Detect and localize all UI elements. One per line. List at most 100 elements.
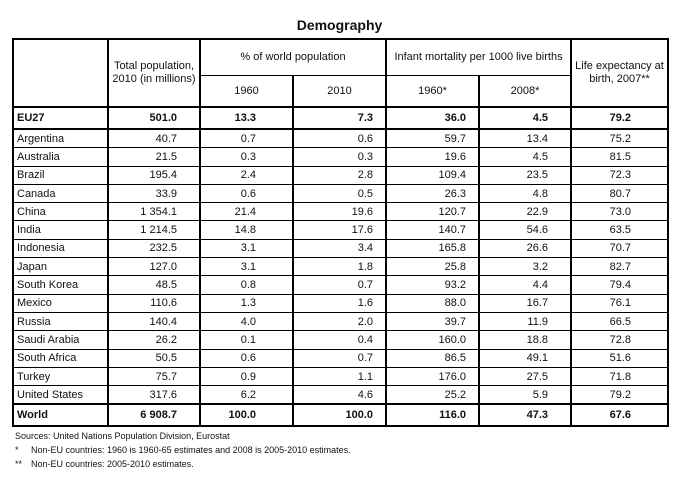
footer: Sources: United Nations Population Divis… [15, 429, 351, 471]
value-cell: 47.3 [477, 403, 573, 427]
value-cell: 54.6 [477, 220, 573, 240]
table-row: Russia 140.4 4.0 2.0 39.7 11.9 66.5 [12, 311, 670, 332]
header-total-population: Total population, 2010 (in millions) [107, 38, 201, 108]
value-cell: 26.6 [477, 238, 573, 259]
country-cell: Brazil [12, 165, 109, 185]
table-row: World 6 908.7 100.0 100.0 116.0 47.3 67.6 [12, 403, 670, 427]
value-cell: 1 214.5 [107, 220, 201, 240]
value-cell: 317.6 [107, 385, 201, 405]
value-cell: 21.4 [199, 202, 294, 222]
value-cell: 25.8 [385, 257, 480, 277]
value-cell: 1.6 [292, 293, 387, 313]
country-cell: South Africa [12, 348, 109, 368]
value-cell: 11.9 [477, 311, 573, 332]
value-cell: 72.8 [570, 330, 670, 350]
value-cell: 0.3 [199, 147, 294, 167]
value-cell: 86.5 [385, 348, 480, 368]
value-cell: 0.6 [199, 348, 294, 368]
value-cell: 160.0 [385, 330, 480, 350]
value-cell: 0.6 [292, 128, 387, 149]
page-title: Demography [296, 17, 383, 33]
country-cell: United States [12, 385, 109, 405]
value-cell: 63.5 [570, 220, 670, 240]
footnote-text: Non-EU countries: 1960 is 1960-65 estima… [31, 445, 351, 455]
value-cell: 4.8 [477, 183, 573, 204]
value-cell: 140.7 [385, 220, 480, 240]
value-cell: 39.7 [385, 311, 480, 332]
value-cell: 6.2 [199, 385, 294, 405]
country-cell: South Korea [12, 275, 109, 295]
country-cell: World [12, 403, 109, 427]
value-cell: 0.5 [292, 183, 387, 204]
value-cell: 80.7 [570, 183, 670, 204]
value-cell: 76.1 [570, 293, 670, 313]
footnote-mark: ** [15, 459, 23, 469]
value-cell: 7.3 [292, 106, 387, 130]
value-cell: 19.6 [385, 147, 480, 167]
table-row: Japan 127.0 3.1 1.8 25.8 3.2 82.7 [12, 257, 670, 277]
value-cell: 81.5 [570, 147, 670, 167]
table-row: India 1 214.5 14.8 17.6 140.7 54.6 63.5 [12, 220, 670, 240]
table-row: Argentina 40.7 0.7 0.6 59.7 13.4 75.2 [12, 128, 670, 149]
table-row: Turkey 75.7 0.9 1.1 176.0 27.5 71.8 [12, 366, 670, 387]
country-cell: Mexico [12, 293, 109, 313]
value-cell: 79.2 [570, 385, 670, 405]
value-cell: 1 354.1 [107, 202, 201, 222]
value-cell: 2.8 [292, 165, 387, 185]
header-inf-2008: 2008* [477, 75, 573, 108]
table-row: Saudi Arabia 26.2 0.1 0.4 160.0 18.8 72.8 [12, 330, 670, 350]
footnote-text: Non-EU countries: 2005-2010 estimates. [31, 459, 194, 469]
value-cell: 25.2 [385, 385, 480, 405]
value-cell: 22.9 [477, 202, 573, 222]
value-cell: 2.0 [292, 311, 387, 332]
value-cell: 16.7 [477, 293, 573, 313]
value-cell: 5.9 [477, 385, 573, 405]
value-cell: 26.2 [107, 330, 201, 350]
value-cell: 0.7 [199, 128, 294, 149]
country-cell: EU27 [12, 106, 109, 130]
country-cell: Japan [12, 257, 109, 277]
value-cell: 13.4 [477, 128, 573, 149]
table-row: Canada 33.9 0.6 0.5 26.3 4.8 80.7 [12, 183, 670, 204]
value-cell: 2.4 [199, 165, 294, 185]
value-cell: 195.4 [107, 165, 201, 185]
country-cell: Argentina [12, 128, 109, 149]
value-cell: 71.8 [570, 366, 670, 387]
country-cell: Canada [12, 183, 109, 204]
value-cell: 93.2 [385, 275, 480, 295]
header-life-expectancy: Life expectancy at birth, 2007** [570, 38, 670, 108]
header-inf-1960: 1960* [385, 75, 480, 108]
value-cell: 23.5 [477, 165, 573, 185]
value-cell: 0.7 [292, 348, 387, 368]
value-cell: 501.0 [107, 106, 201, 130]
value-cell: 140.4 [107, 311, 201, 332]
value-cell: 4.5 [477, 147, 573, 167]
value-cell: 0.4 [292, 330, 387, 350]
value-cell: 70.7 [570, 238, 670, 259]
country-cell: India [12, 220, 109, 240]
value-cell: 100.0 [199, 403, 294, 427]
value-cell: 120.7 [385, 202, 480, 222]
value-cell: 6 908.7 [107, 403, 201, 427]
table-row: Indonesia 232.5 3.1 3.4 165.8 26.6 70.7 [12, 238, 670, 259]
demography-table: Total population, 2010 (in millions) % o… [12, 38, 670, 428]
value-cell: 27.5 [477, 366, 573, 387]
header-country [12, 38, 109, 108]
value-cell: 75.2 [570, 128, 670, 149]
value-cell: 0.1 [199, 330, 294, 350]
value-cell: 79.2 [570, 106, 670, 130]
footnote-mark: * [15, 445, 19, 455]
value-cell: 176.0 [385, 366, 480, 387]
value-cell: 88.0 [385, 293, 480, 313]
value-cell: 0.3 [292, 147, 387, 167]
value-cell: 51.6 [570, 348, 670, 368]
table-row: Australia 21.5 0.3 0.3 19.6 4.5 81.5 [12, 147, 670, 167]
header-pct-world: % of world population [199, 38, 387, 76]
value-cell: 79.4 [570, 275, 670, 295]
country-cell: Australia [12, 147, 109, 167]
value-cell: 48.5 [107, 275, 201, 295]
value-cell: 100.0 [292, 403, 387, 427]
value-cell: 17.6 [292, 220, 387, 240]
value-cell: 18.8 [477, 330, 573, 350]
value-cell: 75.7 [107, 366, 201, 387]
